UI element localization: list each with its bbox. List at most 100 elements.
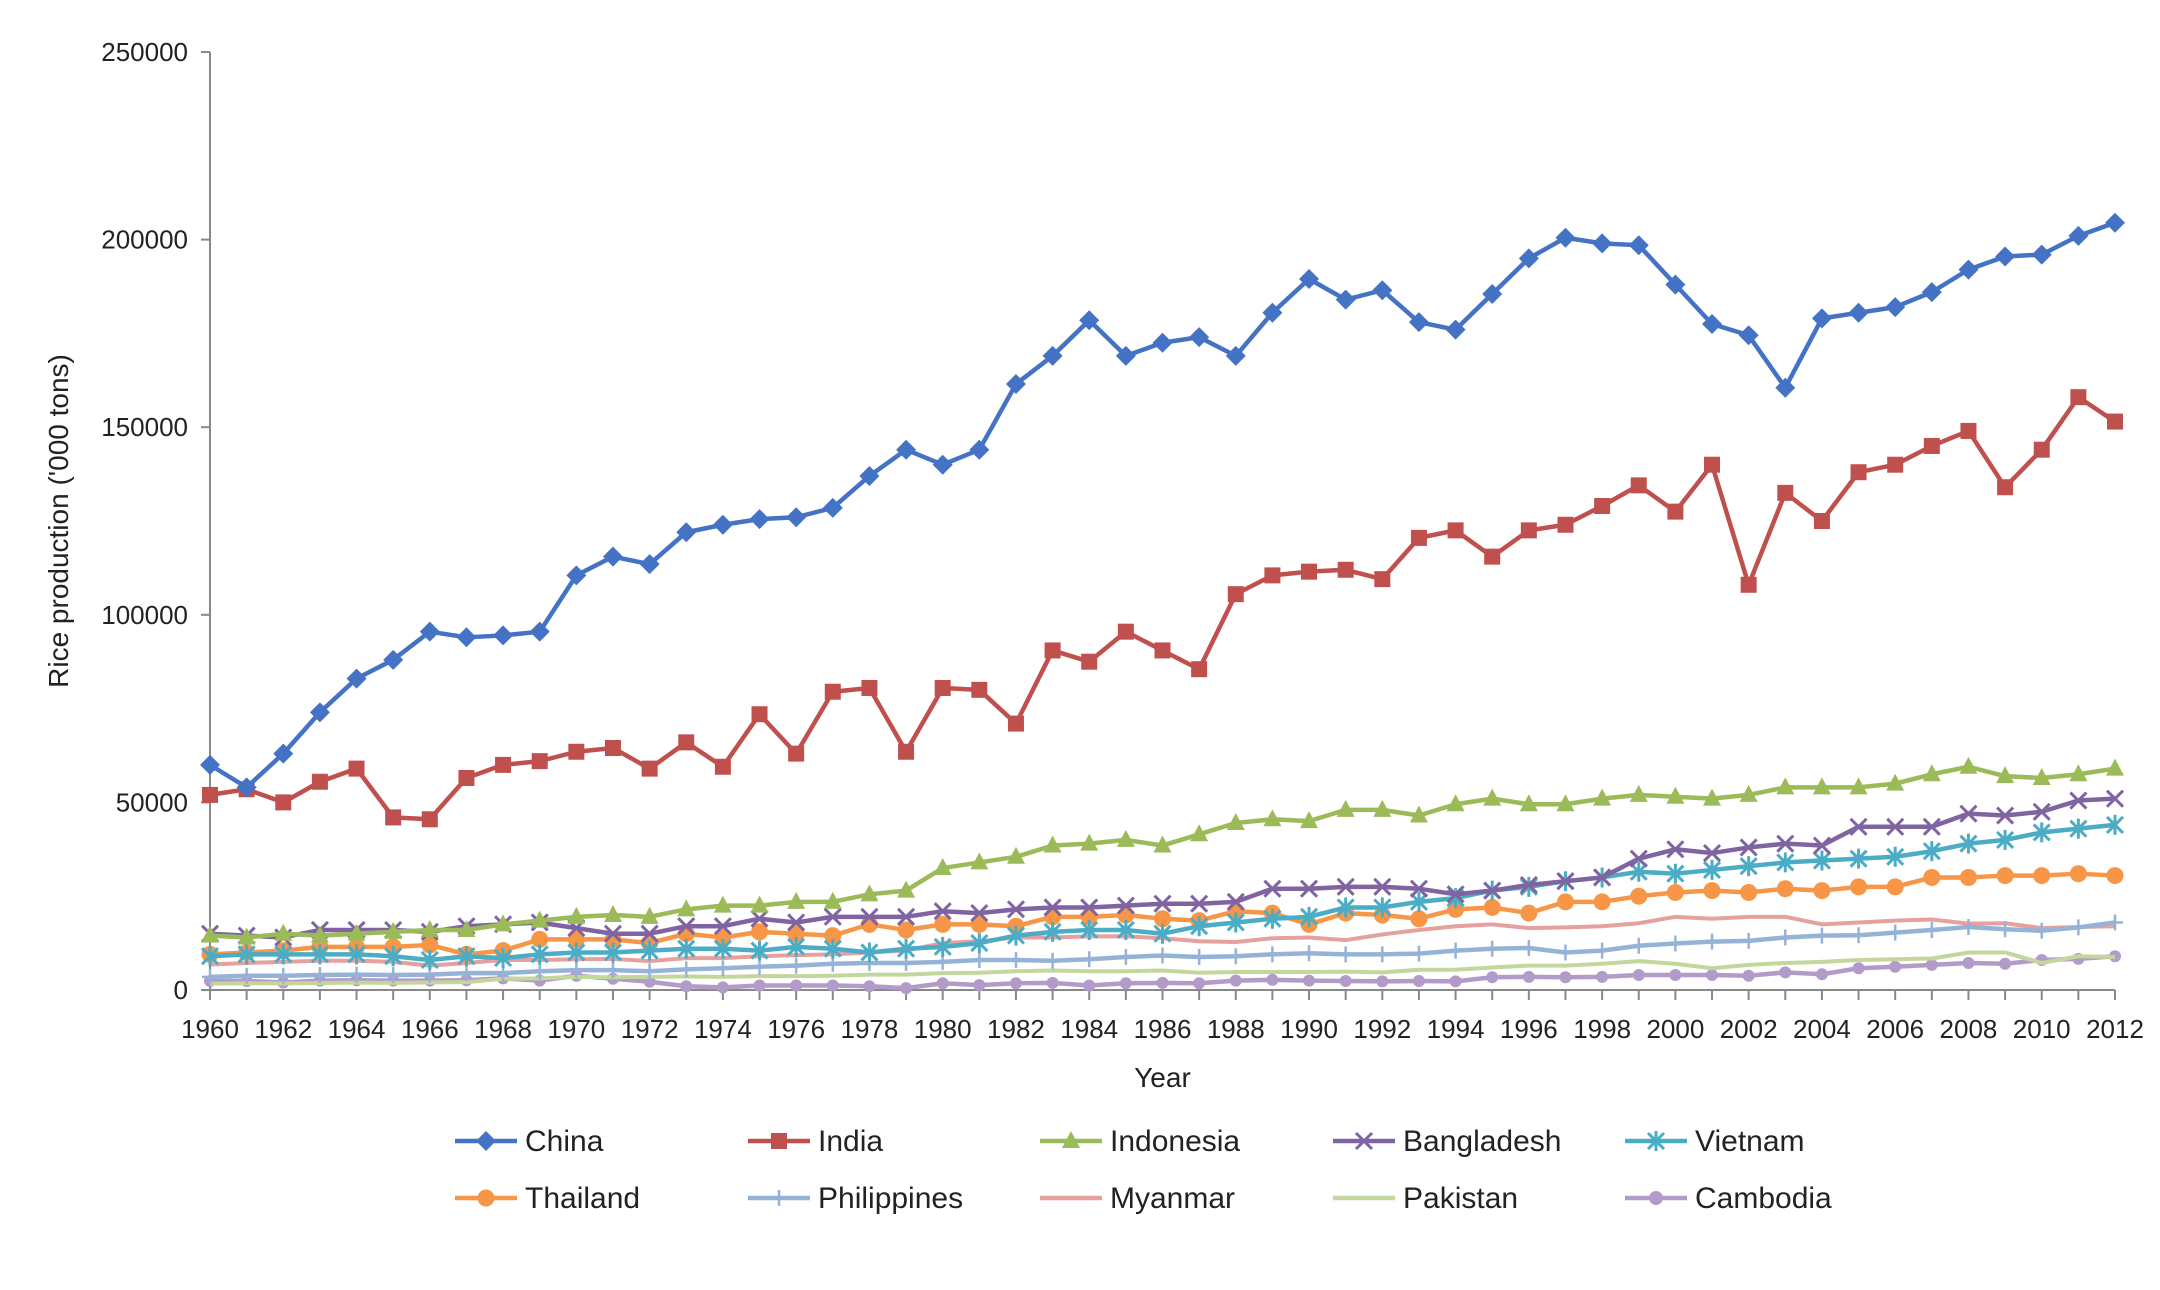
point-philippines <box>1960 918 1977 935</box>
point-bangladesh <box>1519 875 1538 895</box>
point-bangladesh <box>933 902 952 921</box>
x-axis-title: Year <box>1134 1062 1191 1093</box>
legend-marker <box>1646 1131 1666 1151</box>
point-philippines <box>1850 927 1867 944</box>
point-bangladesh <box>1556 872 1575 891</box>
point-cambodia <box>1193 977 1206 990</box>
point-bangladesh <box>1190 894 1209 913</box>
point-cambodia <box>1779 966 1792 979</box>
point-philippines <box>788 957 805 974</box>
series-indonesia <box>201 756 2124 945</box>
series-china <box>200 212 2125 798</box>
x-tick-label: 1994 <box>1427 1014 1485 1044</box>
point-indonesia <box>457 919 476 937</box>
point-thailand <box>1154 910 1171 928</box>
point-cambodia <box>936 977 949 990</box>
point-india <box>1484 548 1501 565</box>
point-india <box>1777 484 1794 501</box>
point-bangladesh <box>1226 892 1245 911</box>
point-indonesia <box>1666 786 1685 804</box>
point-philippines <box>1740 932 1757 949</box>
point-bangladesh <box>1446 885 1465 904</box>
point-cambodia <box>1596 970 1609 983</box>
point-china <box>1848 302 1869 323</box>
point-indonesia <box>1263 809 1282 827</box>
point-thailand <box>1703 882 1721 900</box>
point-philippines <box>1301 945 1318 962</box>
point-india <box>898 743 915 760</box>
point-vietnam <box>2105 814 2125 835</box>
point-indonesia <box>420 919 439 937</box>
point-cambodia <box>1669 968 1682 981</box>
legend-label: China <box>525 1125 604 1158</box>
point-china <box>1262 302 1283 323</box>
point-vietnam <box>823 938 842 959</box>
point-thailand <box>1410 910 1428 928</box>
point-india <box>1081 653 1098 670</box>
point-bangladesh <box>1080 898 1099 917</box>
point-vietnam <box>640 940 659 961</box>
point-cambodia <box>1925 958 1938 971</box>
point-philippines <box>275 967 292 984</box>
point-china <box>1885 297 1906 318</box>
legend-label: Thailand <box>525 1182 640 1215</box>
point-bangladesh <box>1483 881 1502 900</box>
point-thailand <box>1593 893 1611 911</box>
point-indonesia <box>1996 766 2015 784</box>
point-thailand <box>1850 878 1868 896</box>
point-india <box>1557 516 1574 533</box>
x-tick-label: 1980 <box>914 1014 972 1044</box>
legend-marker <box>1649 1191 1663 1205</box>
point-china <box>1738 325 1759 346</box>
point-philippines <box>568 962 585 979</box>
y-tick-label: 0 <box>174 975 188 1005</box>
point-india <box>971 681 988 698</box>
point-thailand <box>1996 867 2014 885</box>
x-tick-label: 1968 <box>474 1014 532 1044</box>
legend-marker <box>771 1133 787 1149</box>
point-india <box>495 756 512 773</box>
point-india <box>1191 661 1208 678</box>
point-philippines <box>1374 946 1391 963</box>
point-china <box>566 565 587 586</box>
legend-label: India <box>818 1125 883 1158</box>
point-indonesia <box>201 925 219 943</box>
point-philippines <box>1630 937 1647 954</box>
point-bangladesh <box>1409 879 1429 898</box>
point-india <box>1007 715 1024 732</box>
point-indonesia <box>1300 811 1319 829</box>
point-vietnam <box>1996 829 2015 850</box>
point-philippines <box>751 958 768 975</box>
point-cambodia <box>716 981 729 994</box>
point-indonesia <box>1776 777 1795 795</box>
point-india <box>1374 571 1391 588</box>
point-bangladesh <box>1629 849 1648 868</box>
point-vietnam <box>1043 921 1062 942</box>
point-indonesia <box>823 891 842 909</box>
point-vietnam <box>384 946 403 967</box>
x-tick-label: 1992 <box>1353 1014 1411 1044</box>
point-india <box>1704 456 1721 473</box>
point-china <box>1665 274 1686 295</box>
point-thailand <box>1776 880 1794 898</box>
point-vietnam <box>1666 863 1685 884</box>
point-indonesia <box>1190 824 1209 842</box>
point-philippines <box>385 966 402 983</box>
point-india <box>1337 561 1354 578</box>
point-thailand <box>934 915 952 933</box>
point-china <box>1079 310 1100 331</box>
legend-item-china: China <box>455 1125 604 1158</box>
point-bangladesh <box>2069 791 2088 810</box>
point-philippines <box>1777 929 1794 946</box>
point-philippines <box>1557 944 1574 961</box>
point-bangladesh <box>970 904 989 923</box>
point-cambodia <box>1412 974 1425 987</box>
point-china <box>1372 280 1393 301</box>
point-philippines <box>604 962 621 979</box>
legend-item-india: India <box>748 1125 883 1158</box>
point-indonesia <box>1703 788 1722 806</box>
point-vietnam <box>1886 846 1905 867</box>
point-thailand <box>1740 883 1758 901</box>
point-china <box>456 627 477 648</box>
point-indonesia <box>713 895 732 913</box>
